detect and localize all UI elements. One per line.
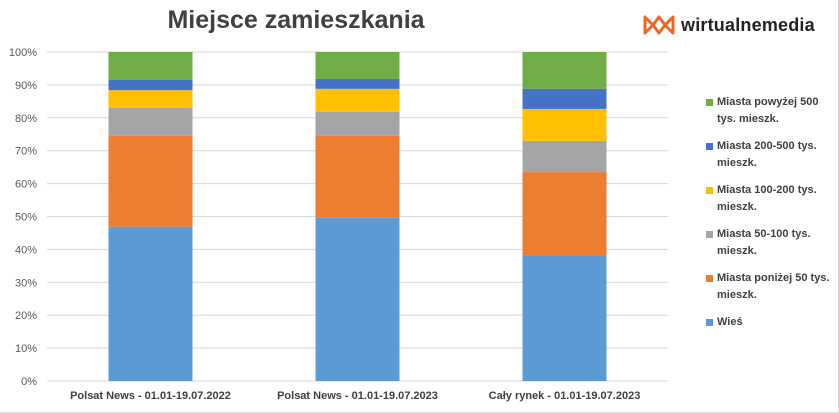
legend-item: Miasta poniżej 50 tys. mieszk.	[706, 270, 831, 304]
bar-segment-4-0	[108, 79, 193, 91]
legend-item: Wieś	[706, 314, 831, 331]
x-tick-label: Cały rynek - 01.01-19.07.2023	[489, 390, 641, 402]
y-tick-label: 90%	[15, 80, 37, 92]
y-tick-label: 0%	[21, 376, 37, 388]
bar-segment-1-2	[522, 172, 607, 256]
legend-item: Miasta 100-200 tys. mieszk.	[706, 182, 831, 216]
bar-segment-5-2	[522, 52, 607, 89]
y-tick-label: 30%	[15, 277, 37, 289]
legend-swatch	[706, 275, 713, 282]
chart-title: Miejsce zamieszkania	[167, 6, 425, 34]
bar-segment-5-1	[315, 52, 400, 79]
bar-segment-3-1	[315, 88, 400, 112]
bar-segment-0-2	[522, 255, 607, 381]
logo-text: wirtualnemedia	[681, 14, 815, 35]
legend-item: Miasta powyżej 500 tys. mieszk.	[706, 94, 831, 128]
bar-segment-2-1	[315, 111, 400, 136]
legend-label: Miasta 200-500 tys. mieszk.	[717, 140, 817, 169]
bar-segment-4-1	[315, 78, 400, 89]
y-tick-label: 100%	[9, 47, 37, 59]
bar-segment-1-1	[315, 135, 400, 218]
y-tick-label: 10%	[15, 343, 37, 355]
x-tick-label: Polsat News - 01.01-19.07.2022	[70, 390, 231, 402]
legend-swatch	[706, 187, 713, 194]
y-tick-label: 40%	[15, 244, 37, 256]
legend-swatch	[706, 231, 713, 238]
legend-swatch	[706, 99, 713, 106]
wirtualnemedia-logo: wirtualnemedia	[643, 14, 815, 36]
legend-label: Wieś	[717, 316, 743, 328]
bar-segment-0-1	[315, 217, 400, 381]
bar-segment-3-2	[522, 108, 607, 141]
x-tick-label: Polsat News - 01.01-19.07.2023	[277, 390, 438, 402]
y-tick-label: 20%	[15, 310, 37, 322]
legend-label: Miasta 50-100 tys. mieszk.	[717, 228, 811, 257]
bar-segment-4-2	[522, 88, 607, 109]
bar-segment-2-0	[108, 107, 193, 136]
legend: Miasta powyżej 500 tys. mieszk. Miasta 20…	[706, 94, 831, 341]
legend-label: Miasta poniżej 50 tys. mieszk.	[717, 272, 830, 301]
legend-label: Miasta 100-200 tys. mieszk.	[717, 184, 817, 213]
legend-label: Miasta powyżej 500 tys. mieszk.	[717, 96, 819, 125]
legend-item: Miasta 200-500 tys. mieszk.	[706, 138, 831, 172]
legend-swatch	[706, 319, 713, 326]
bar-segment-2-2	[522, 140, 607, 173]
bar-segment-5-0	[108, 52, 193, 80]
wm-logo-icon	[643, 15, 675, 35]
bar-segment-1-0	[108, 135, 193, 227]
y-tick-label: 50%	[15, 212, 37, 224]
y-tick-label: 70%	[15, 146, 37, 158]
bar-segment-0-0	[108, 226, 193, 381]
y-tick-label: 80%	[15, 113, 37, 125]
y-tick-label: 60%	[15, 179, 37, 191]
legend-item: Miasta 50-100 tys. mieszk.	[706, 226, 831, 260]
bar-segment-3-0	[108, 90, 193, 108]
legend-swatch	[706, 143, 713, 150]
